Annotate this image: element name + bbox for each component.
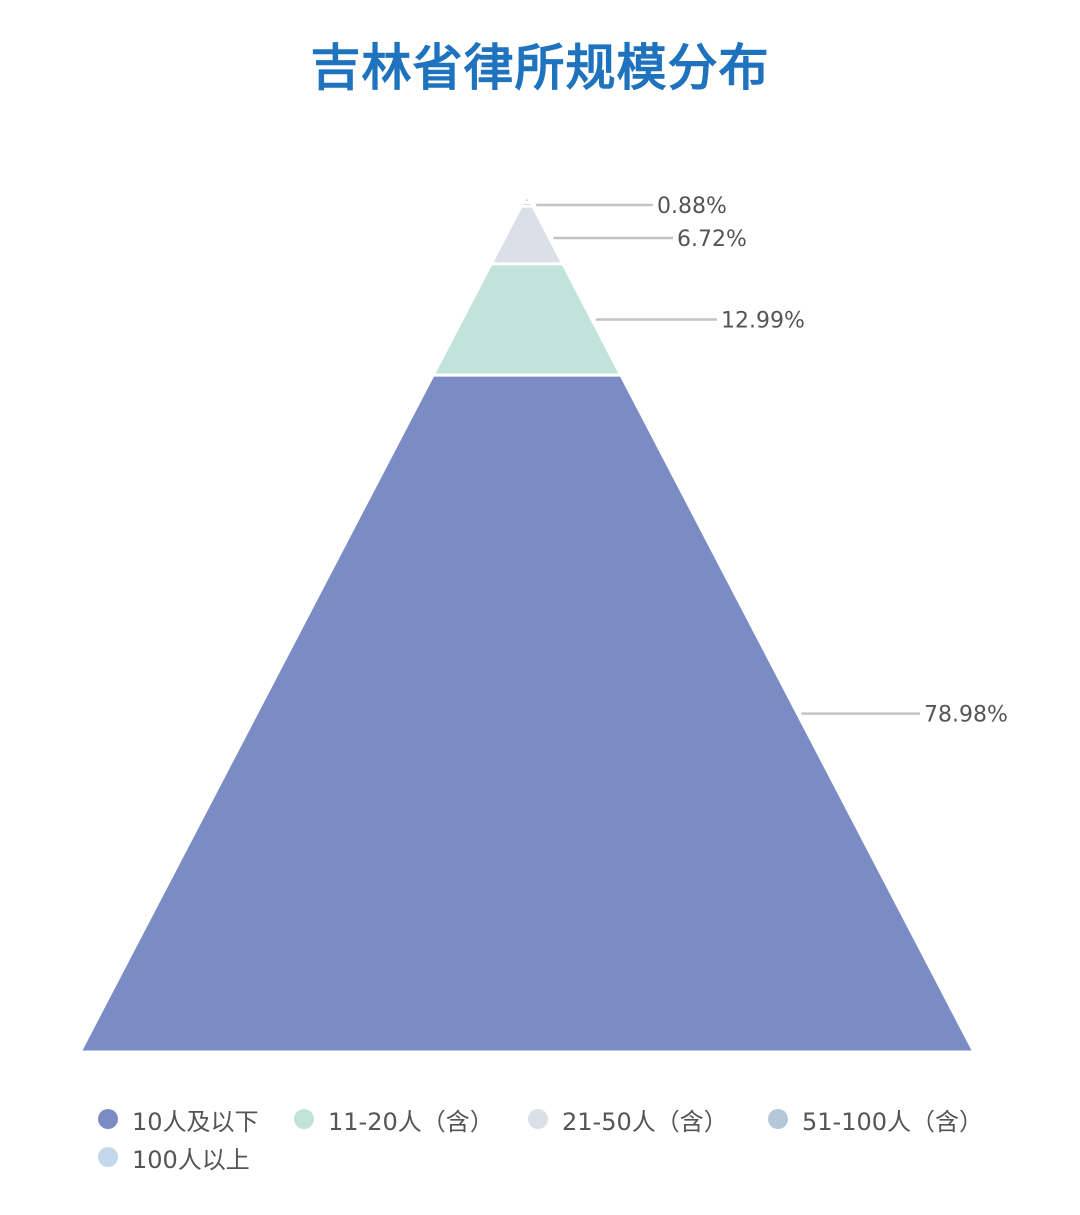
pyramid-chart: 0.88% 6.72% 12.99% 78.98%: [77, 194, 1008, 1054]
data-label: 6.72%: [677, 227, 747, 252]
legend-item: 10人及以下: [98, 1106, 294, 1136]
legend-label: 10人及以下: [132, 1107, 259, 1136]
pyramid-segment: [488, 204, 566, 266]
legend-item: 51-100人（含）: [768, 1106, 998, 1136]
legend-swatch: [294, 1109, 314, 1129]
legend-label: 11-20人（含）: [328, 1107, 494, 1136]
data-label: 12.99%: [721, 308, 805, 333]
legend-label: 100人以上: [132, 1145, 250, 1174]
legend-swatch: [98, 1109, 118, 1129]
data-label: 0.88%: [657, 194, 727, 219]
legend-item: 11-20人（含）: [294, 1106, 528, 1136]
legend-item: 100人以上: [98, 1144, 298, 1174]
legend-item: 21-50人（含）: [528, 1106, 768, 1136]
legend-label: 51-100人（含）: [802, 1107, 984, 1136]
data-label: 78.98%: [924, 703, 1008, 728]
legend-swatch: [528, 1109, 548, 1129]
pyramid-segment: [430, 262, 624, 377]
chart-legend: 10人及以下 11-20人（含） 21-50人（含） 51-100人（含） 100人以上: [98, 1106, 998, 1174]
legend-swatch: [768, 1109, 788, 1129]
legend-swatch: [98, 1147, 118, 1167]
legend-label: 21-50人（含）: [562, 1107, 728, 1136]
pyramid-segment: [77, 373, 977, 1054]
chart-title: 吉林省律所规模分布: [310, 39, 770, 97]
